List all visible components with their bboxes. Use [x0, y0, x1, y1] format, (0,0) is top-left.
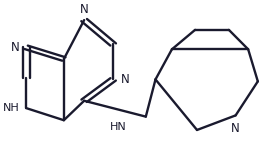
- Text: NH: NH: [3, 103, 20, 113]
- Text: N: N: [121, 73, 130, 86]
- Text: N: N: [80, 3, 88, 16]
- Text: N: N: [231, 122, 240, 135]
- Text: N: N: [11, 41, 20, 54]
- Text: HN: HN: [110, 122, 126, 132]
